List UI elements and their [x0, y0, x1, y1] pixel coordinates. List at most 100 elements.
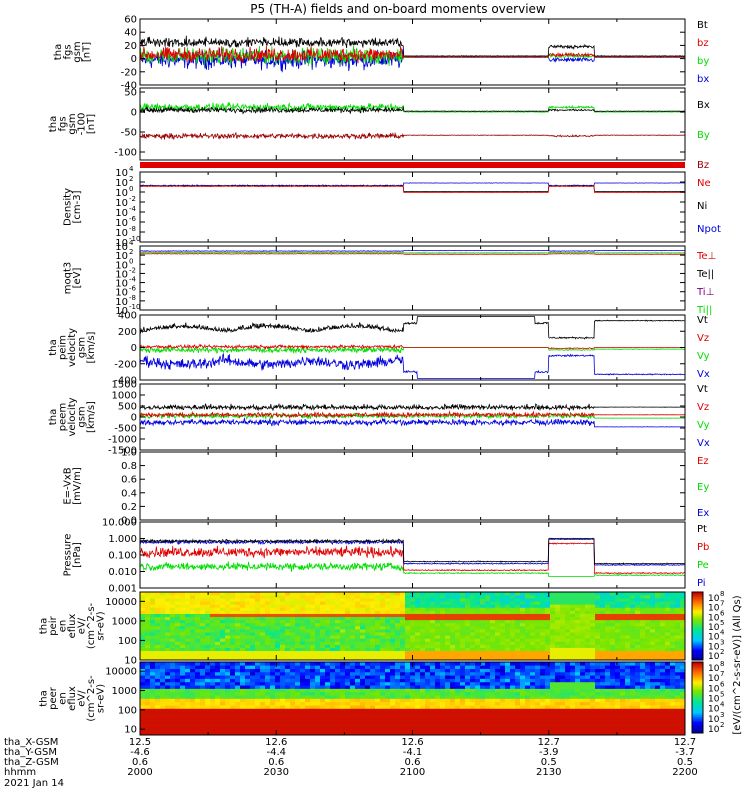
spectrogram-cell — [150, 695, 155, 699]
spectrogram-cell — [250, 725, 255, 729]
spectrogram-cell — [640, 629, 645, 632]
spectrogram-cell — [365, 654, 370, 657]
spectrogram-cell — [435, 699, 440, 703]
spectrogram-cell — [430, 728, 435, 732]
spectrogram-cell — [585, 601, 590, 604]
spectrogram-cell — [620, 725, 625, 729]
spectrogram-cell — [525, 692, 530, 696]
spectrogram-cell — [435, 635, 440, 638]
spectrogram-cell — [570, 675, 575, 679]
legend-fgs-gsm: bx — [697, 74, 709, 85]
spectrogram-cell — [385, 689, 390, 693]
spectrogram-cell — [270, 629, 275, 632]
spectrogram-cell — [370, 651, 375, 654]
legend-efield: Ex — [697, 508, 709, 519]
spectrogram-cell — [165, 604, 170, 607]
spectrogram-cell — [205, 718, 210, 722]
spectrogram-cell — [165, 718, 170, 722]
spectrogram-cell — [150, 699, 155, 703]
legend-pressure: Pi — [697, 578, 706, 589]
spectrogram-cell — [380, 685, 385, 689]
spectrogram-cell — [590, 623, 595, 626]
spectrogram-cell — [635, 623, 640, 626]
spectrogram-cell — [280, 592, 285, 595]
spectrogram-cell — [155, 598, 160, 601]
spectrogram-cell — [595, 718, 600, 722]
spectrogram-cell — [640, 651, 645, 654]
spectrogram-cell — [610, 641, 615, 644]
y-tick-label: 1000 — [112, 616, 137, 627]
spectrogram-cell — [440, 669, 445, 673]
spectrogram-cell — [195, 715, 200, 719]
y-tick-exponent: 0 — [129, 185, 133, 193]
spectrogram-cell — [310, 662, 315, 666]
spectrogram-cell — [625, 629, 630, 632]
legend-peem-velocity: Vy — [697, 420, 710, 431]
y-tick-label: 10000 — [105, 597, 137, 608]
spectrogram-cell — [250, 611, 255, 614]
spectrogram-cell — [475, 598, 480, 601]
spectrogram-cell — [555, 638, 560, 641]
spectrogram-cell — [150, 651, 155, 654]
spectrogram-cell — [545, 679, 550, 683]
spectrogram-cell — [660, 617, 665, 620]
spectrogram-cell — [360, 617, 365, 620]
spectrogram-cell — [190, 626, 195, 629]
spectrogram-cell — [555, 623, 560, 626]
spectrogram-cell — [325, 689, 330, 693]
spectrogram-cell — [275, 651, 280, 654]
spectrogram-cell — [615, 705, 620, 709]
spectrogram-cell — [150, 675, 155, 679]
spectrogram-cell — [585, 669, 590, 673]
spectrogram-cell — [180, 699, 185, 703]
y-tick-label: 40 — [124, 28, 137, 39]
spectrogram-cell — [350, 725, 355, 729]
spectrogram-cell — [210, 614, 215, 617]
spectrogram-cell — [460, 708, 465, 712]
spectrogram-cell — [185, 669, 190, 673]
spectrogram-cell — [555, 595, 560, 598]
spectrogram-cell — [650, 626, 655, 629]
spectrogram-cell — [620, 638, 625, 641]
spectrogram-cell — [160, 675, 165, 679]
spectrogram-cell — [335, 662, 340, 666]
spectrogram-cell — [400, 604, 405, 607]
spectrogram-cell — [490, 635, 495, 638]
spectrogram-cell — [510, 626, 515, 629]
spectrogram-cell — [655, 598, 660, 601]
spectrogram-cell — [565, 672, 570, 676]
spectrogram-cell — [575, 679, 580, 683]
spectrogram-cell — [445, 705, 450, 709]
spectrogram-cell — [435, 623, 440, 626]
spectrogram-cell — [160, 654, 165, 657]
spectrogram-cell — [400, 635, 405, 638]
spectrogram-cell — [355, 607, 360, 610]
spectrogram-cell — [270, 645, 275, 648]
spectrogram-cell — [475, 638, 480, 641]
spectrogram-cell — [540, 712, 545, 716]
spectrogram-cell — [390, 607, 395, 610]
spectrogram-cell — [385, 629, 390, 632]
spectrogram-cell — [450, 626, 455, 629]
spectrogram-cell — [590, 645, 595, 648]
spectrogram-cell — [380, 689, 385, 693]
spectrogram-cell — [190, 617, 195, 620]
spectrogram-cell — [480, 595, 485, 598]
spectrogram-cell — [190, 708, 195, 712]
spectrogram-cell — [440, 648, 445, 651]
spectrogram-cell — [200, 682, 205, 686]
spectrogram-cell — [650, 645, 655, 648]
spectrogram-cell — [145, 669, 150, 673]
spectrogram-cell — [535, 617, 540, 620]
spectrogram-cell — [620, 692, 625, 696]
spectrogram-cell — [310, 722, 315, 726]
spectrogram-cell — [275, 702, 280, 706]
spectrogram-cell — [565, 632, 570, 635]
spectrogram-cell — [570, 617, 575, 620]
y-tick-exponent: 2 — [129, 175, 133, 183]
spectrogram-cell — [595, 595, 600, 598]
spectrogram-cell — [220, 672, 225, 676]
spectrogram-cell — [475, 611, 480, 614]
spectrogram-cell — [410, 722, 415, 726]
